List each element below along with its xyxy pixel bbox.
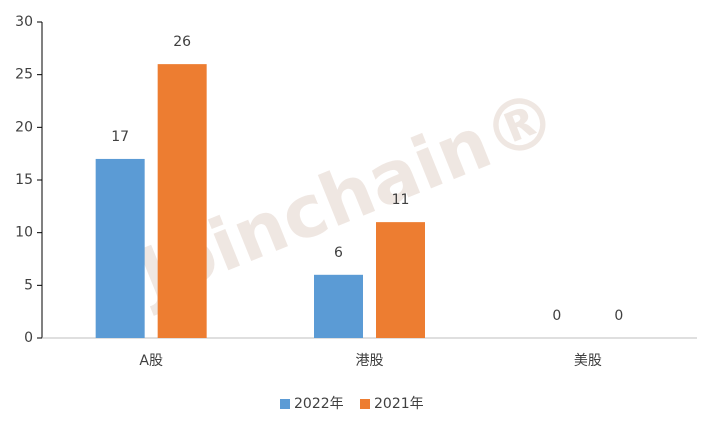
bar (314, 274, 363, 338)
bar (95, 158, 145, 338)
x-tick-label: 港股 (356, 353, 384, 369)
legend-label: 2021年 (374, 396, 424, 412)
legend-label: 2022年 (294, 396, 344, 412)
x-tick-label: 美股 (574, 353, 602, 369)
value-label: 11 (392, 192, 410, 208)
value-label: 6 (334, 245, 343, 261)
value-label: 17 (111, 129, 129, 145)
y-tick-label: 20 (15, 119, 33, 135)
y-tick-label: 5 (24, 277, 33, 293)
x-tick-label: A股 (139, 353, 163, 369)
y-tick-label: 25 (15, 67, 33, 83)
legend-swatch (360, 399, 370, 409)
y-tick-label: 10 (15, 225, 33, 241)
y-tick-label: 0 (24, 330, 33, 346)
y-tick-label: 15 (15, 172, 33, 188)
value-label: 0 (552, 308, 561, 324)
y-tick-label: 30 (15, 14, 33, 30)
value-label: 0 (614, 308, 623, 324)
bar (376, 222, 425, 338)
bar (157, 64, 207, 338)
legend-swatch (280, 399, 290, 409)
value-label: 26 (173, 34, 191, 50)
